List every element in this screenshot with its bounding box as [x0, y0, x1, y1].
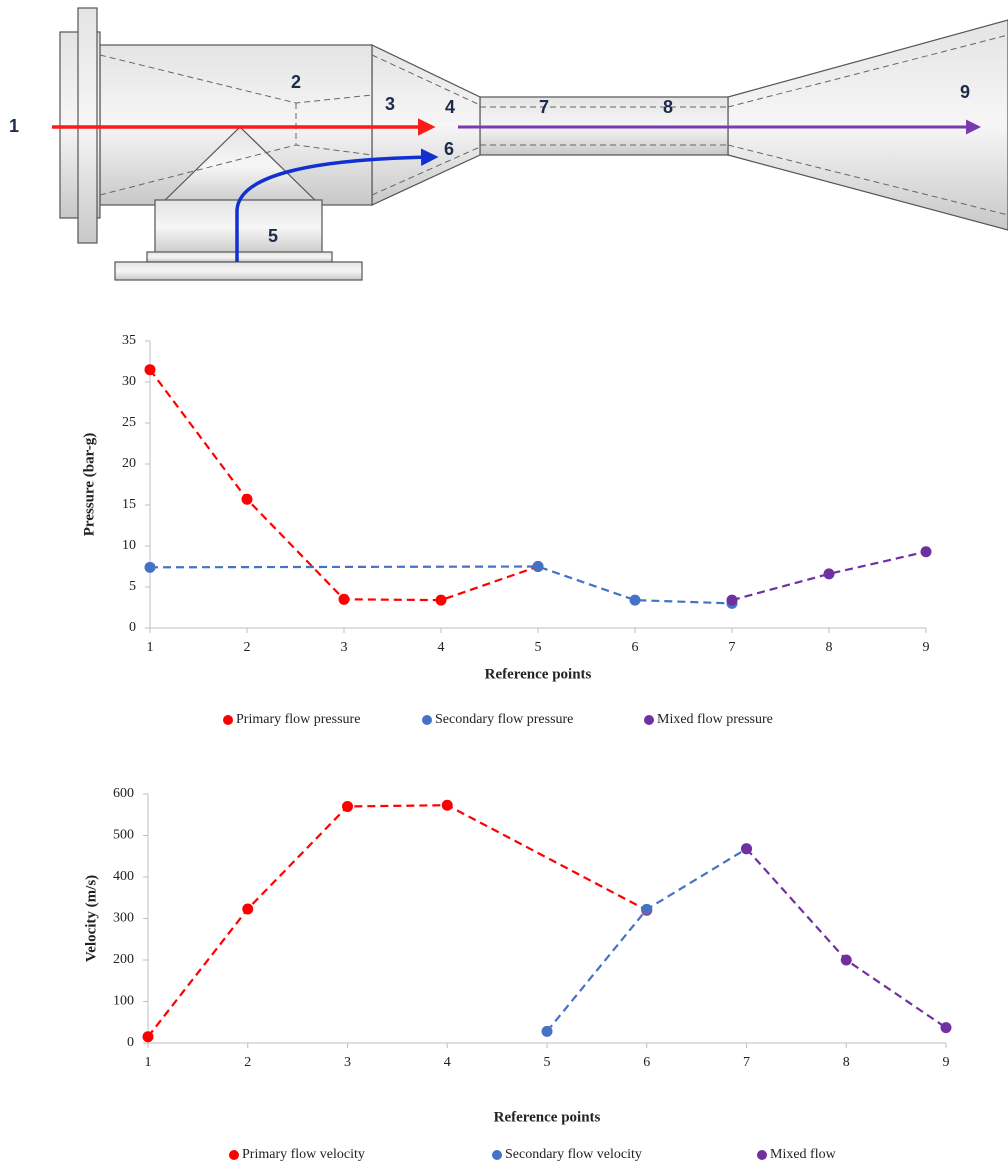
- x-tick-label: 2: [244, 1055, 251, 1070]
- y-tick-label: 100: [113, 994, 134, 1009]
- x-axis-label: Reference points: [485, 666, 592, 682]
- point-label: 1: [9, 116, 19, 136]
- data-point: [145, 562, 156, 573]
- legend-label: Mixed flow pressure: [657, 712, 773, 727]
- data-line: [148, 805, 647, 1037]
- converging-cone: [372, 45, 480, 205]
- data-point: [242, 903, 253, 914]
- chart: 0 5 10 15 20 25 30 35 1 2 3 4 5 6 7 8 9 Reference points P…: [81, 333, 931, 727]
- data-point: [143, 1031, 154, 1042]
- data-point: [442, 800, 453, 811]
- y-tick-label: 20: [122, 456, 136, 471]
- y-tick-label: 500: [113, 828, 134, 843]
- legend-label: Mixed flow: [770, 1147, 837, 1162]
- x-tick-label: 3: [344, 1055, 351, 1070]
- page: {"diagram": {"labels": ["1", "2", "3", "…: [0, 0, 1008, 1166]
- data-point: [741, 843, 752, 854]
- legend-swatch: [644, 715, 654, 725]
- point-label: 2: [291, 72, 301, 92]
- data-point: [641, 904, 652, 915]
- x-tick-label: 3: [341, 640, 348, 655]
- y-tick-label: 10: [122, 538, 136, 553]
- x-tick-label: 1: [145, 1055, 152, 1070]
- point-label: 8: [663, 97, 673, 117]
- x-tick-label: 9: [943, 1055, 950, 1070]
- figure: 1 2 3 4 5 6 7 8 9 0510152025303512345678…: [0, 0, 1008, 1166]
- x-tick-label: 7: [729, 640, 736, 655]
- legend-swatch: [422, 715, 432, 725]
- y-tick-label: 600: [113, 786, 134, 801]
- data-line: [547, 849, 747, 1032]
- data-point: [533, 561, 544, 572]
- data-line: [747, 849, 947, 1028]
- diffuser: [728, 20, 1008, 230]
- y-axis-label: Velocity (m/s): [83, 875, 99, 962]
- x-tick-label: 8: [826, 640, 833, 655]
- legend-swatch: [229, 1150, 239, 1160]
- suction-flange-base: [115, 262, 362, 280]
- x-axis-label: Reference points: [494, 1109, 601, 1125]
- point-label: 3: [385, 94, 395, 114]
- y-tick-label: 5: [129, 579, 136, 594]
- y-tick-label: 0: [127, 1035, 134, 1050]
- x-tick-label: 9: [923, 640, 930, 655]
- point-label: 9: [960, 82, 970, 102]
- legend-swatch: [492, 1150, 502, 1160]
- data-point: [242, 494, 253, 505]
- y-tick-label: 200: [113, 952, 134, 967]
- data-point: [436, 595, 447, 606]
- y-axis-label: Pressure (bar-g): [81, 433, 97, 536]
- y-tick-label: 30: [122, 374, 136, 389]
- point-label: 7: [539, 97, 549, 117]
- data-point: [145, 364, 156, 375]
- y-tick-label: 15: [122, 497, 136, 512]
- x-tick-label: 4: [438, 640, 445, 655]
- legend-label: Secondary flow pressure: [435, 712, 573, 727]
- data-point: [841, 955, 852, 966]
- y-tick-label: 35: [122, 333, 136, 348]
- legend-label: Secondary flow velocity: [505, 1147, 642, 1162]
- x-tick-label: 4: [444, 1055, 451, 1070]
- data-point: [921, 546, 932, 557]
- y-tick-label: 25: [122, 415, 136, 430]
- x-tick-label: 5: [535, 640, 542, 655]
- suction-flange: [147, 252, 332, 262]
- legend-label: Primary flow velocity: [242, 1147, 365, 1162]
- data-point: [727, 595, 738, 606]
- ejector-diagram: 1 2 3 4 5 6 7 8 9: [9, 8, 1008, 280]
- data-point: [630, 595, 641, 606]
- x-tick-label: 8: [843, 1055, 850, 1070]
- x-tick-label: 2: [244, 640, 251, 655]
- y-tick-label: 0: [129, 620, 136, 635]
- data-point: [941, 1022, 952, 1033]
- legend-swatch: [757, 1150, 767, 1160]
- point-label: 6: [444, 139, 454, 159]
- x-tick-label: 1: [147, 640, 154, 655]
- data-point: [342, 801, 353, 812]
- data-point: [824, 568, 835, 579]
- y-tick-label: 400: [113, 869, 134, 884]
- legend-swatch: [223, 715, 233, 725]
- y-tick-label: 300: [113, 911, 134, 926]
- x-tick-label: 6: [632, 640, 639, 655]
- x-tick-label: 7: [743, 1055, 750, 1070]
- data-point: [542, 1026, 553, 1037]
- legend-label: Primary flow pressure: [236, 712, 360, 727]
- data-point: [339, 594, 350, 605]
- chart: 0 100 200 300 400 500 600 1 2 3 4 5 6 7 8 9 Reference po…: [83, 786, 951, 1162]
- x-tick-label: 6: [643, 1055, 650, 1070]
- point-label: 4: [445, 97, 455, 117]
- point-label: 5: [268, 226, 278, 246]
- x-tick-label: 5: [544, 1055, 551, 1070]
